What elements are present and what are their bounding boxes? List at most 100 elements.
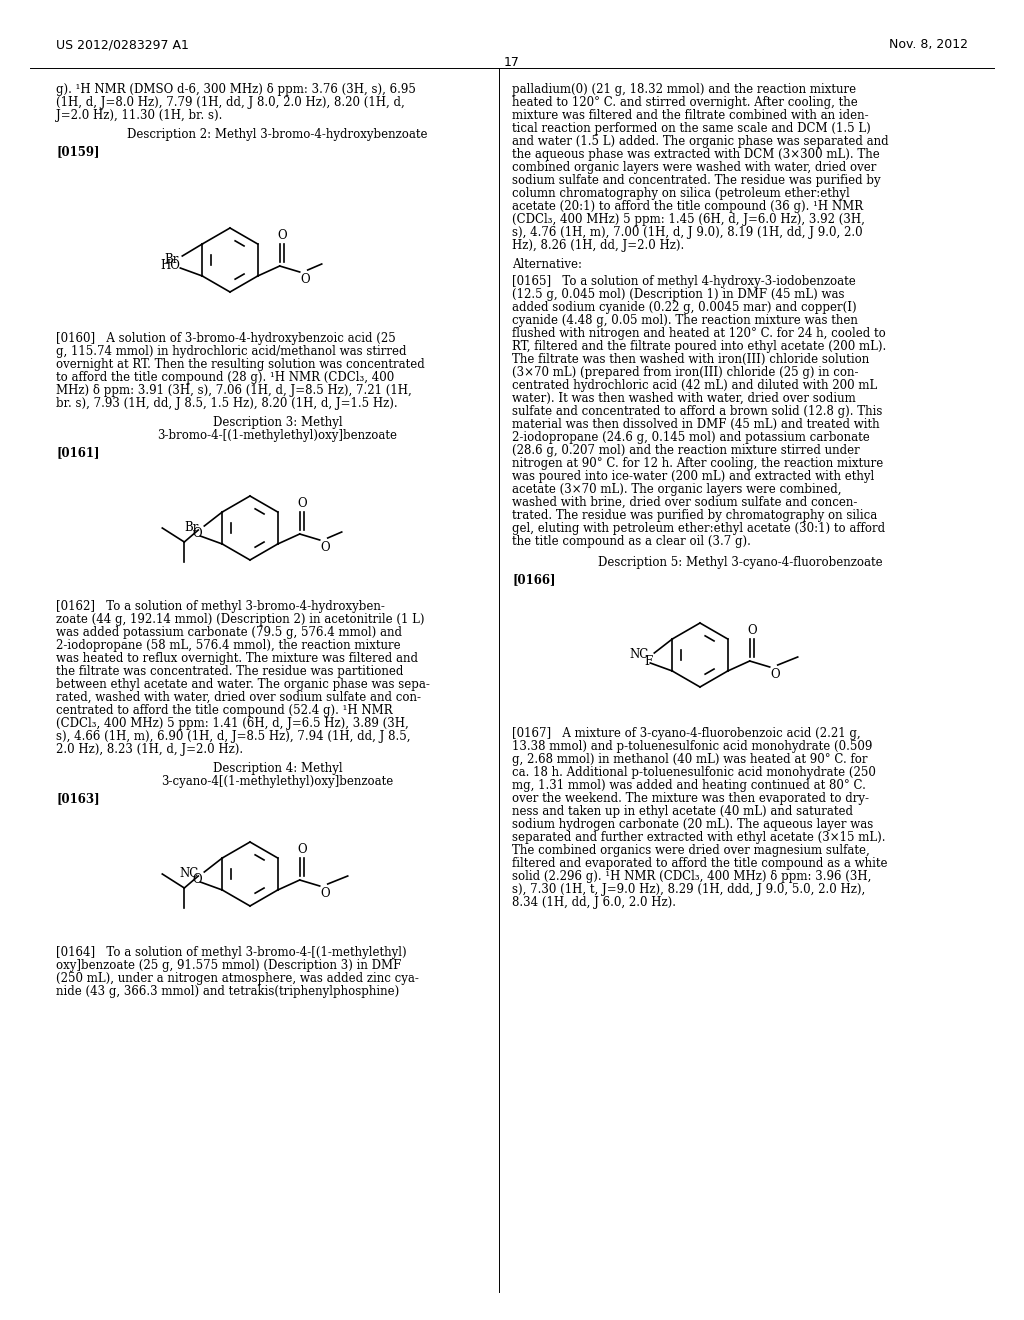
Text: sodium hydrogen carbonate (20 mL). The aqueous layer was: sodium hydrogen carbonate (20 mL). The a… — [512, 818, 873, 832]
Text: US 2012/0283297 A1: US 2012/0283297 A1 — [56, 38, 188, 51]
Text: 3-bromo-4-[(1-methylethyl)oxy]benzoate: 3-bromo-4-[(1-methylethyl)oxy]benzoate — [158, 429, 397, 442]
Text: overnight at RT. Then the resulting solution was concentrated: overnight at RT. Then the resulting solu… — [56, 358, 425, 371]
Text: (1H, d, J=8.0 Hz), 7.79 (1H, dd, J 8.0, 2.0 Hz), 8.20 (1H, d,: (1H, d, J=8.0 Hz), 7.79 (1H, dd, J 8.0, … — [56, 96, 404, 110]
Text: solid (2.296 g). ¹H NMR (CDCl₃, 400 MHz) δ ppm: 3.96 (3H,: solid (2.296 g). ¹H NMR (CDCl₃, 400 MHz)… — [512, 870, 871, 883]
Text: mg, 1.31 mmol) was added and heating continued at 80° C.: mg, 1.31 mmol) was added and heating con… — [512, 779, 866, 792]
Text: centrated to afford the title compound (52.4 g). ¹H NMR: centrated to afford the title compound (… — [56, 704, 392, 717]
Text: 2.0 Hz), 8.23 (1H, d, J=2.0 Hz).: 2.0 Hz), 8.23 (1H, d, J=2.0 Hz). — [56, 743, 243, 756]
Text: zoate (44 g, 192.14 mmol) (Description 2) in acetonitrile (1 L): zoate (44 g, 192.14 mmol) (Description 2… — [56, 612, 425, 626]
Text: Br: Br — [184, 521, 199, 535]
Text: the filtrate was concentrated. The residue was partitioned: the filtrate was concentrated. The resid… — [56, 665, 403, 678]
Text: br. s), 7.93 (1H, dd, J 8.5, 1.5 Hz), 8.20 (1H, d, J=1.5 Hz).: br. s), 7.93 (1H, dd, J 8.5, 1.5 Hz), 8.… — [56, 397, 397, 411]
Text: separated and further extracted with ethyl acetate (3×15 mL).: separated and further extracted with eth… — [512, 832, 886, 843]
Text: [0162]   To a solution of methyl 3-bromo-4-hydroxyben-: [0162] To a solution of methyl 3-bromo-4… — [56, 601, 385, 612]
Text: (250 mL), under a nitrogen atmosphere, was added zinc cya-: (250 mL), under a nitrogen atmosphere, w… — [56, 972, 419, 985]
Text: Nov. 8, 2012: Nov. 8, 2012 — [889, 38, 968, 51]
Text: was heated to reflux overnight. The mixture was filtered and: was heated to reflux overnight. The mixt… — [56, 652, 418, 665]
Text: (CDCl₃, 400 MHz) 5 ppm: 1.41 (6H, d, J=6.5 Hz), 3.89 (3H,: (CDCl₃, 400 MHz) 5 ppm: 1.41 (6H, d, J=6… — [56, 717, 409, 730]
Text: O: O — [321, 541, 331, 554]
Text: s), 4.76 (1H, m), 7.00 (1H, d, J 9.0), 8.19 (1H, dd, J 9.0, 2.0: s), 4.76 (1H, m), 7.00 (1H, d, J 9.0), 8… — [512, 226, 862, 239]
Text: nide (43 g, 366.3 mmol) and tetrakis(triphenylphosphine): nide (43 g, 366.3 mmol) and tetrakis(tri… — [56, 985, 399, 998]
Text: material was then dissolved in DMF (45 mL) and treated with: material was then dissolved in DMF (45 m… — [512, 418, 880, 432]
Text: The combined organics were dried over magnesium sulfate,: The combined organics were dried over ma… — [512, 843, 869, 857]
Text: washed with brine, dried over sodium sulfate and concen-: washed with brine, dried over sodium sul… — [512, 496, 857, 510]
Text: NC: NC — [179, 867, 199, 880]
Text: trated. The residue was purified by chromatography on silica: trated. The residue was purified by chro… — [512, 510, 878, 521]
Text: g, 2.68 mmol) in methanol (40 mL) was heated at 90° C. for: g, 2.68 mmol) in methanol (40 mL) was he… — [512, 752, 867, 766]
Text: [0164]   To a solution of methyl 3-bromo-4-[(1-methylethyl): [0164] To a solution of methyl 3-bromo-4… — [56, 946, 407, 960]
Text: [0167]   A mixture of 3-cyano-4-fluorobenzoic acid (2.21 g,: [0167] A mixture of 3-cyano-4-fluorobenz… — [512, 727, 860, 741]
Text: [0166]: [0166] — [512, 573, 555, 586]
Text: O: O — [321, 887, 331, 900]
Text: Description 5: Methyl 3-cyano-4-fluorobenzoate: Description 5: Methyl 3-cyano-4-fluorobe… — [598, 556, 883, 569]
Text: [0160]   A solution of 3-bromo-4-hydroxybenzoic acid (25: [0160] A solution of 3-bromo-4-hydroxybe… — [56, 333, 395, 345]
Text: oxy]benzoate (25 g, 91.575 mmol) (Description 3) in DMF: oxy]benzoate (25 g, 91.575 mmol) (Descri… — [56, 960, 401, 972]
Text: (28.6 g, 0.207 mol) and the reaction mixture stirred under: (28.6 g, 0.207 mol) and the reaction mix… — [512, 444, 860, 457]
Text: O: O — [771, 668, 780, 681]
Text: Description 4: Methyl: Description 4: Methyl — [213, 762, 342, 775]
Text: added sodium cyanide (0.22 g, 0.0045 mar) and copper(I): added sodium cyanide (0.22 g, 0.0045 mar… — [512, 301, 857, 314]
Text: 2-iodopropane (58 mL, 576.4 mmol), the reaction mixture: 2-iodopropane (58 mL, 576.4 mmol), the r… — [56, 639, 400, 652]
Text: to afford the title compound (28 g). ¹H NMR (CDCl₃, 400: to afford the title compound (28 g). ¹H … — [56, 371, 394, 384]
Text: HO: HO — [161, 259, 180, 272]
Text: heated to 120° C. and stirred overnight. After cooling, the: heated to 120° C. and stirred overnight.… — [512, 96, 858, 110]
Text: F: F — [644, 655, 652, 668]
Text: sulfate and concentrated to afford a brown solid (12.8 g). This: sulfate and concentrated to afford a bro… — [512, 405, 883, 418]
Text: s), 4.66 (1H, m), 6.90 (1H, d, J=8.5 Hz), 7.94 (1H, dd, J 8.5,: s), 4.66 (1H, m), 6.90 (1H, d, J=8.5 Hz)… — [56, 730, 411, 743]
Text: nitrogen at 90° C. for 12 h. After cooling, the reaction mixture: nitrogen at 90° C. for 12 h. After cooli… — [512, 457, 884, 470]
Text: tical reaction performed on the same scale and DCM (1.5 L): tical reaction performed on the same sca… — [512, 121, 870, 135]
Text: NC: NC — [629, 648, 648, 661]
Text: [0163]: [0163] — [56, 792, 99, 805]
Text: Alternative:: Alternative: — [512, 257, 582, 271]
Text: combined organic layers were washed with water, dried over: combined organic layers were washed with… — [512, 161, 877, 174]
Text: ca. 18 h. Additional p-toluenesulfonic acid monohydrate (250: ca. 18 h. Additional p-toluenesulfonic a… — [512, 766, 876, 779]
Text: The filtrate was then washed with iron(III) chloride solution: The filtrate was then washed with iron(I… — [512, 352, 869, 366]
Text: centrated hydrochloric acid (42 mL) and diluted with 200 mL: centrated hydrochloric acid (42 mL) and … — [512, 379, 878, 392]
Text: was added potassium carbonate (79.5 g, 576.4 mmol) and: was added potassium carbonate (79.5 g, 5… — [56, 626, 402, 639]
Text: the title compound as a clear oil (3.7 g).: the title compound as a clear oil (3.7 g… — [512, 535, 751, 548]
Text: palladium(0) (21 g, 18.32 mmol) and the reaction mixture: palladium(0) (21 g, 18.32 mmol) and the … — [512, 83, 856, 96]
Text: Description 3: Methyl: Description 3: Methyl — [213, 416, 342, 429]
Text: Hz), 8.26 (1H, dd, J=2.0 Hz).: Hz), 8.26 (1H, dd, J=2.0 Hz). — [512, 239, 684, 252]
Text: (3×70 mL) (prepared from iron(III) chloride (25 g) in con-: (3×70 mL) (prepared from iron(III) chlor… — [512, 366, 858, 379]
Text: gel, eluting with petroleum ether:ethyl acetate (30:1) to afford: gel, eluting with petroleum ether:ethyl … — [512, 521, 885, 535]
Text: acetate (20:1) to afford the title compound (36 g). ¹H NMR: acetate (20:1) to afford the title compo… — [512, 201, 863, 213]
Text: column chromatography on silica (petroleum ether:ethyl: column chromatography on silica (petrole… — [512, 187, 850, 201]
Text: the aqueous phase was extracted with DCM (3×300 mL). The: the aqueous phase was extracted with DCM… — [512, 148, 880, 161]
Text: MHz) δ ppm: 3.91 (3H, s), 7.06 (1H, d, J=8.5 Hz), 7.21 (1H,: MHz) δ ppm: 3.91 (3H, s), 7.06 (1H, d, J… — [56, 384, 412, 397]
Text: 17: 17 — [504, 55, 520, 69]
Text: between ethyl acetate and water. The organic phase was sepa-: between ethyl acetate and water. The org… — [56, 678, 430, 690]
Text: and water (1.5 L) added. The organic phase was separated and: and water (1.5 L) added. The organic pha… — [512, 135, 889, 148]
Text: J=2.0 Hz), 11.30 (1H, br. s).: J=2.0 Hz), 11.30 (1H, br. s). — [56, 110, 222, 121]
Text: flushed with nitrogen and heated at 120° C. for 24 h, cooled to: flushed with nitrogen and heated at 120°… — [512, 327, 886, 341]
Text: over the weekend. The mixture was then evaporated to dry-: over the weekend. The mixture was then e… — [512, 792, 869, 805]
Text: O: O — [297, 843, 306, 855]
Text: 2-iodopropane (24.6 g, 0.145 mol) and potassium carbonate: 2-iodopropane (24.6 g, 0.145 mol) and po… — [512, 432, 869, 444]
Text: sodium sulfate and concentrated. The residue was purified by: sodium sulfate and concentrated. The res… — [512, 174, 881, 187]
Text: O: O — [276, 228, 287, 242]
Text: [0165]   To a solution of methyl 4-hydroxy-3-iodobenzoate: [0165] To a solution of methyl 4-hydroxy… — [512, 275, 856, 288]
Text: RT, filtered and the filtrate poured into ethyl acetate (200 mL).: RT, filtered and the filtrate poured int… — [512, 341, 886, 352]
Text: O: O — [301, 273, 310, 286]
Text: g, 115.74 mmol) in hydrochloric acid/methanol was stirred: g, 115.74 mmol) in hydrochloric acid/met… — [56, 345, 407, 358]
Text: Description 2: Methyl 3-bromo-4-hydroxybenzoate: Description 2: Methyl 3-bromo-4-hydroxyb… — [127, 128, 428, 141]
Text: 3-cyano-4[(1-methylethyl)oxy]benzoate: 3-cyano-4[(1-methylethyl)oxy]benzoate — [162, 775, 393, 788]
Text: ness and taken up in ethyl acetate (40 mL) and saturated: ness and taken up in ethyl acetate (40 m… — [512, 805, 853, 818]
Text: was poured into ice-water (200 mL) and extracted with ethyl: was poured into ice-water (200 mL) and e… — [512, 470, 874, 483]
Text: O: O — [297, 498, 306, 510]
Text: 13.38 mmol) and p-toluenesulfonic acid monohydrate (0.509: 13.38 mmol) and p-toluenesulfonic acid m… — [512, 741, 872, 752]
Text: cyanide (4.48 g, 0.05 mol). The reaction mixture was then: cyanide (4.48 g, 0.05 mol). The reaction… — [512, 314, 858, 327]
Text: 8.34 (1H, dd, J 6.0, 2.0 Hz).: 8.34 (1H, dd, J 6.0, 2.0 Hz). — [512, 896, 676, 909]
Text: O: O — [746, 624, 757, 638]
Text: filtered and evaporated to afford the title compound as a white: filtered and evaporated to afford the ti… — [512, 857, 888, 870]
Text: O: O — [193, 527, 203, 540]
Text: s), 7.30 (1H, t, J=9.0 Hz), 8.29 (1H, ddd, J 9.0, 5.0, 2.0 Hz),: s), 7.30 (1H, t, J=9.0 Hz), 8.29 (1H, dd… — [512, 883, 865, 896]
Text: acetate (3×70 mL). The organic layers were combined,: acetate (3×70 mL). The organic layers we… — [512, 483, 842, 496]
Text: water). It was then washed with water, dried over sodium: water). It was then washed with water, d… — [512, 392, 856, 405]
Text: g). ¹H NMR (DMSO d-6, 300 MHz) δ ppm: 3.76 (3H, s), 6.95: g). ¹H NMR (DMSO d-6, 300 MHz) δ ppm: 3.… — [56, 83, 416, 96]
Text: Br: Br — [164, 253, 178, 267]
Text: (CDCl₃, 400 MHz) 5 ppm: 1.45 (6H, d, J=6.0 Hz), 3.92 (3H,: (CDCl₃, 400 MHz) 5 ppm: 1.45 (6H, d, J=6… — [512, 213, 865, 226]
Text: O: O — [193, 873, 203, 886]
Text: [0161]: [0161] — [56, 446, 99, 459]
Text: [0159]: [0159] — [56, 145, 99, 158]
